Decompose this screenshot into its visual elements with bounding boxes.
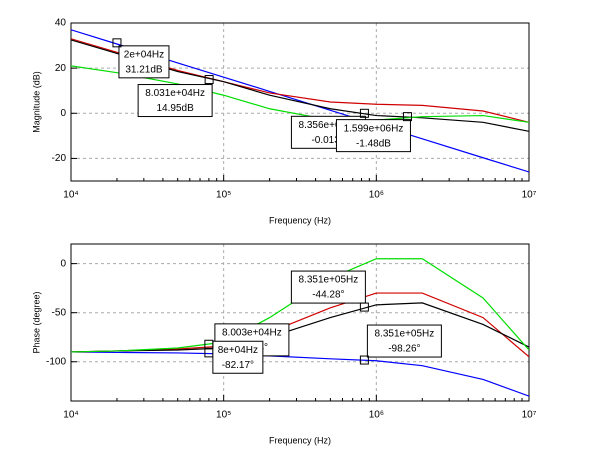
y-axis-label: Magnitude (dB) xyxy=(31,71,41,133)
datatip-text: 8.003e+04Hz xyxy=(222,328,282,339)
datatip-marker xyxy=(204,339,214,349)
x-axis-label: Frequency (Hz) xyxy=(269,215,331,225)
datatip-marker xyxy=(204,75,214,85)
y-tick-label: 20 xyxy=(55,63,67,74)
y-tick-label: 0 xyxy=(60,108,66,119)
datatip-box xyxy=(118,45,170,79)
y-tick-label: -50 xyxy=(52,307,67,318)
datatip-marker xyxy=(359,108,369,118)
datatip-box xyxy=(366,324,442,358)
datatip-text: 8.351e+05Hz xyxy=(374,329,434,340)
datatip-box xyxy=(212,340,264,374)
series-line xyxy=(71,351,529,397)
datatip-box xyxy=(290,270,366,304)
datatip-text: 1.599e+06Hz xyxy=(344,123,404,134)
datatip-text: 8.356e+05Hz xyxy=(299,120,359,131)
x-tick-label: 10⁶ xyxy=(369,410,384,421)
datatip-box xyxy=(137,84,213,118)
x-tick-label: 10⁶ xyxy=(369,190,384,201)
datatip-text: -98.26° xyxy=(388,344,420,355)
datatip-text: 31.21dB xyxy=(125,64,163,75)
datatip-marker xyxy=(204,348,214,358)
datatip-text: -44.28° xyxy=(312,290,344,301)
datatip-text: 2e+04Hz xyxy=(124,49,164,60)
datatip-text: -1.48dB xyxy=(356,138,391,149)
datatip-text: 8.031e+04Hz xyxy=(145,88,205,99)
datatip-marker xyxy=(359,302,369,312)
datatip-text: 8.351e+05Hz xyxy=(298,275,358,286)
datatip-marker xyxy=(402,112,412,122)
x-tick-label: 10⁴ xyxy=(63,190,78,201)
datatip-box xyxy=(335,119,411,153)
y-tick-label: 0 xyxy=(60,258,66,269)
x-axis-label: Frequency (Hz) xyxy=(269,435,331,445)
x-tick-label: 10⁷ xyxy=(522,190,537,201)
datatip-marker xyxy=(359,355,369,365)
plot-frame xyxy=(70,243,530,402)
plot-frame xyxy=(70,22,530,182)
x-tick-label: 10⁴ xyxy=(63,410,78,421)
y-tick-label: -100 xyxy=(46,356,66,367)
datatip-text: -0.0132 xyxy=(311,135,345,146)
datatip-text: -82.17° xyxy=(222,360,254,371)
datatip-text: 14.95dB xyxy=(156,103,194,114)
y-tick-label: 40 xyxy=(55,18,67,29)
datatip-text: 8e+04Hz xyxy=(218,345,258,356)
series-line xyxy=(71,302,529,353)
x-tick-label: 10⁵ xyxy=(216,410,231,421)
y-axis-label: Phase (degree) xyxy=(31,291,41,353)
x-tick-label: 10⁷ xyxy=(522,410,537,421)
y-tick-label: -20 xyxy=(52,153,67,164)
x-tick-label: 10⁵ xyxy=(216,190,231,201)
datatip-marker xyxy=(112,38,122,48)
